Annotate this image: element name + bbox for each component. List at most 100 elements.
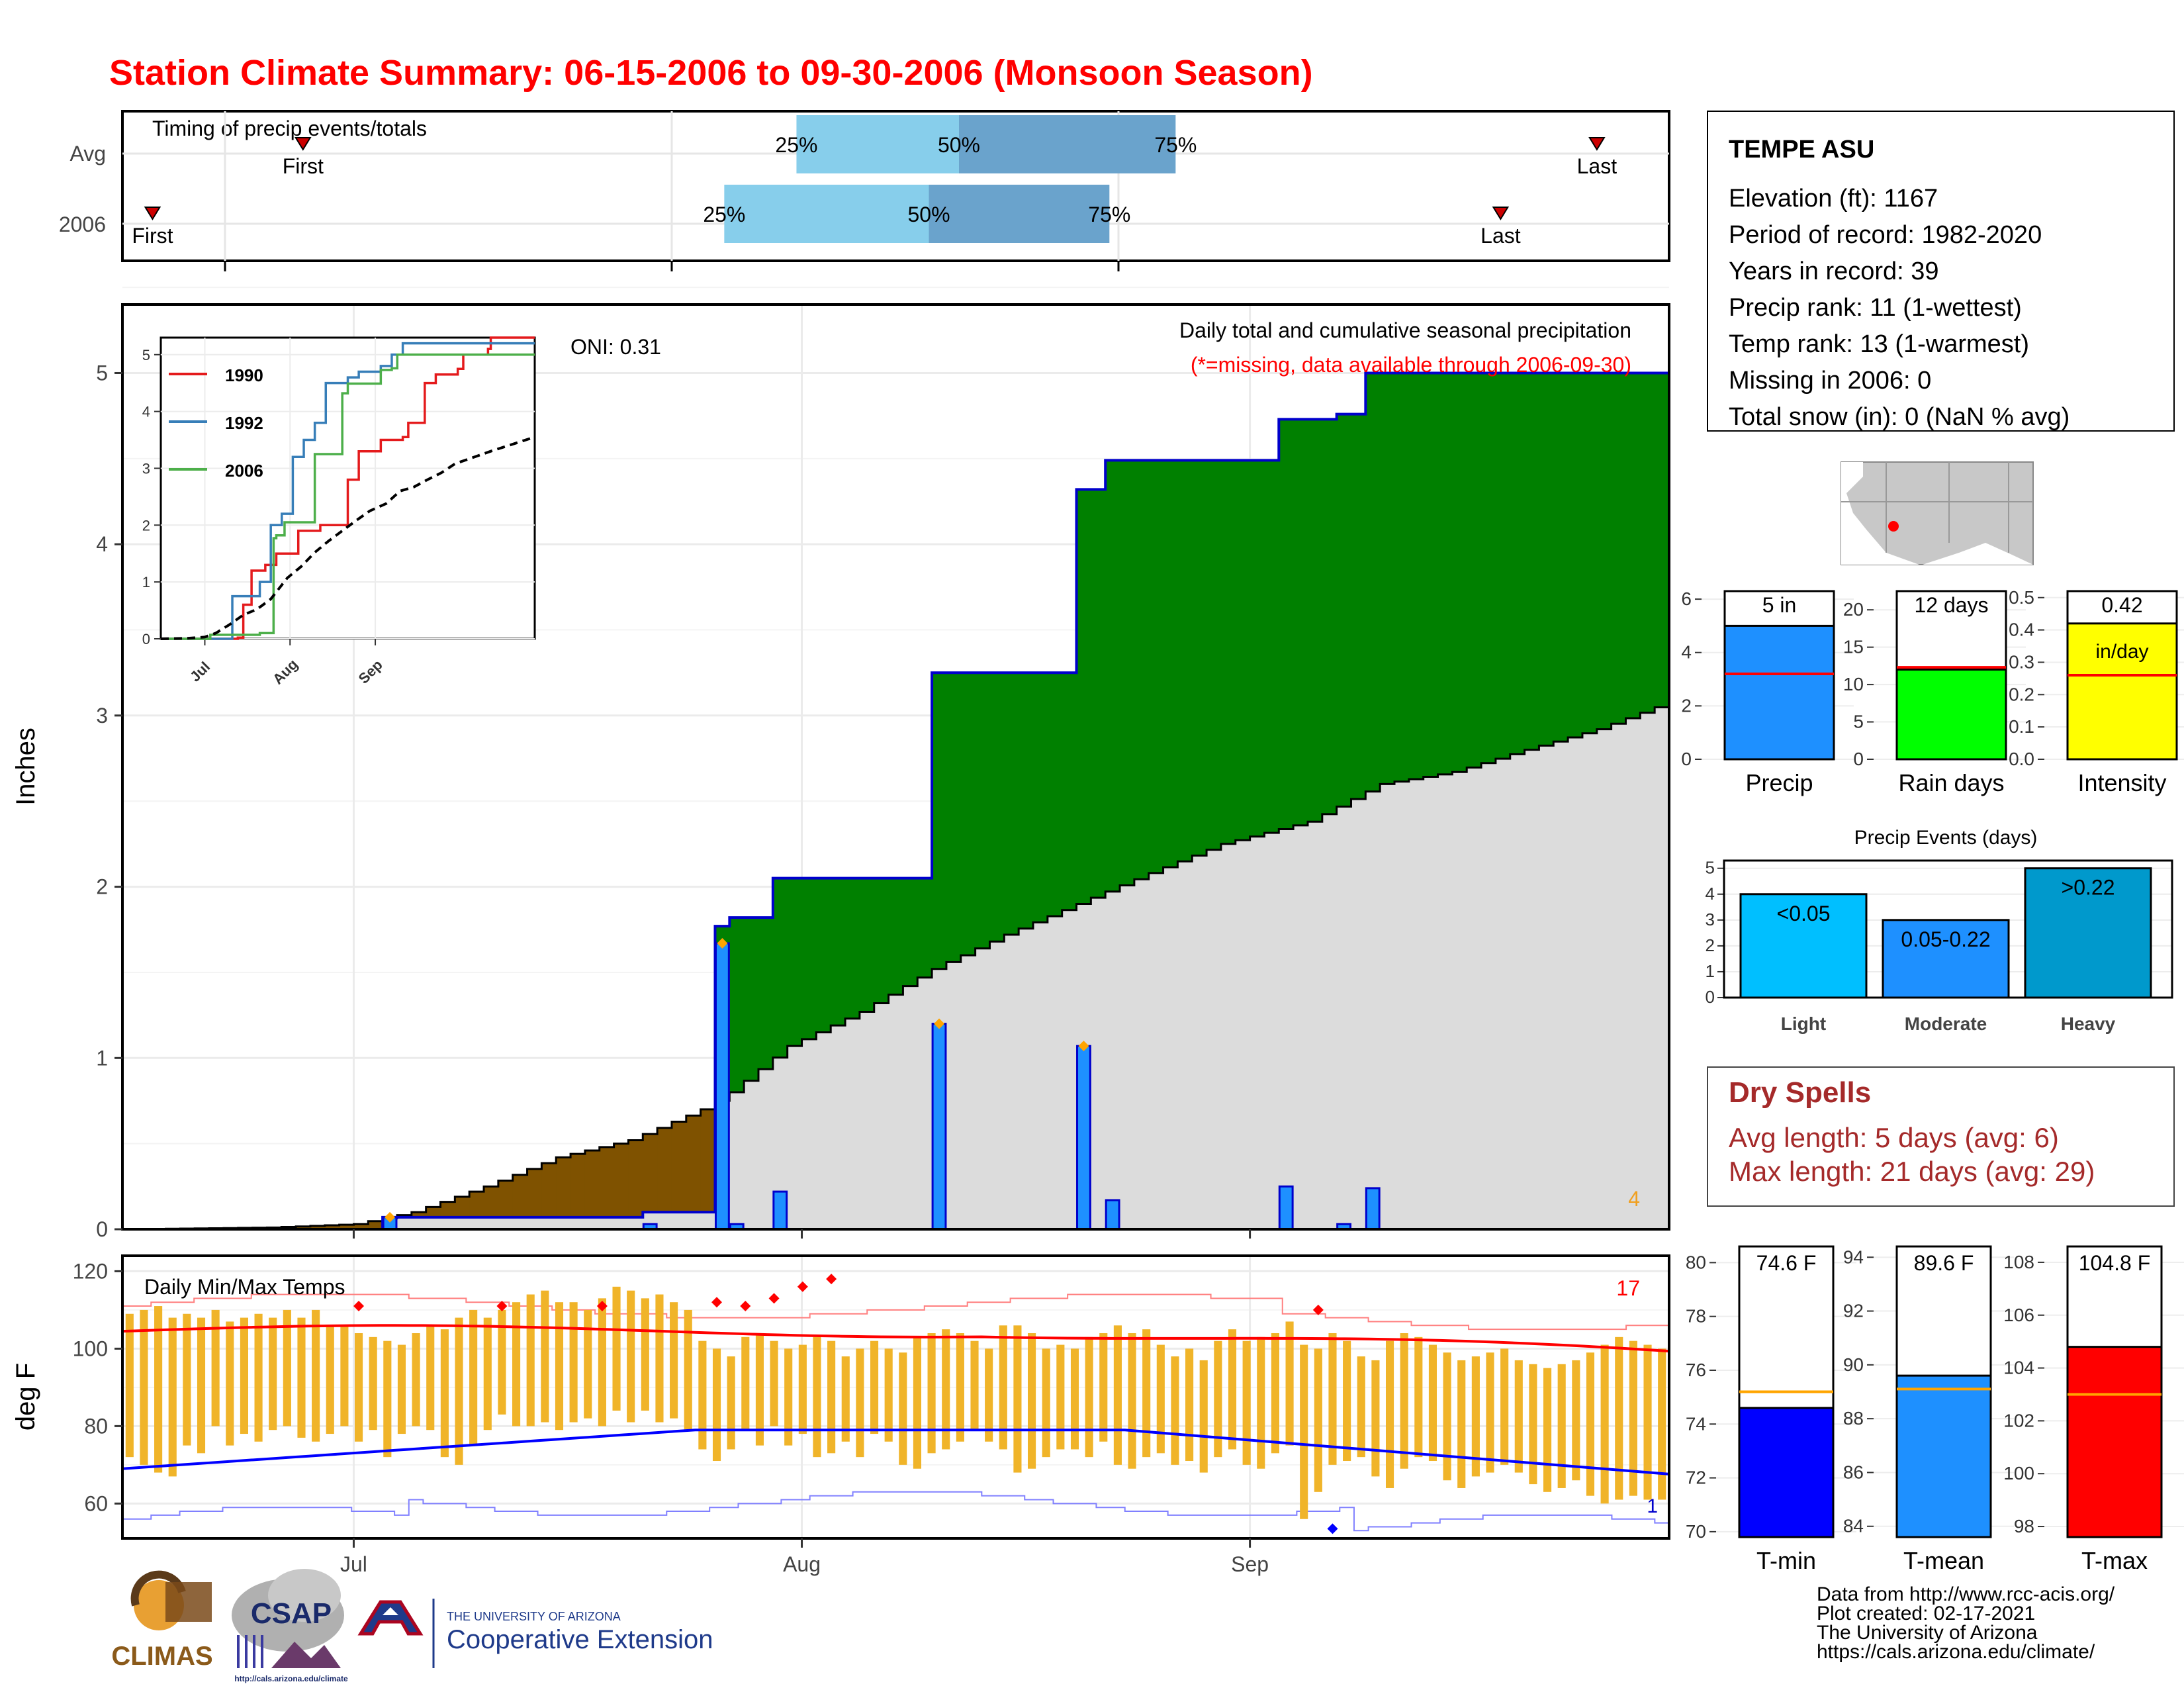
- timing-p75-label: 75%: [1154, 133, 1197, 157]
- above-avg-fill: [946, 673, 962, 962]
- inset-y-tick-label: 2: [142, 517, 150, 534]
- daily-temp-bar: [154, 1306, 163, 1473]
- inset-series-2006: [161, 353, 535, 640]
- mini-temp-tick-label: 88: [1843, 1408, 1864, 1429]
- above-avg-fill: [888, 878, 904, 995]
- daily-temp-bar: [369, 1336, 377, 1430]
- daily-temp-bar: [283, 1309, 291, 1427]
- daily-temp-bar: [340, 1325, 349, 1427]
- dry-spells-max: Max length: 21 days (avg: 29): [1729, 1156, 2095, 1187]
- mini-precip-value-label: 0.42: [2101, 593, 2142, 617]
- daily-temp-bar: [197, 1317, 206, 1454]
- timing-p50-label: 50%: [907, 203, 950, 226]
- dry-spells-title: Dry Spells: [1729, 1076, 1871, 1109]
- daily-temp-bar: [297, 1317, 306, 1438]
- events-bar-label: 0.05-0.22: [1901, 927, 1990, 951]
- daily-temp-bar: [684, 1309, 692, 1430]
- mini-precip-tick-label: 2: [1681, 695, 1692, 716]
- footer-line-1: Data from http://www.rcc-acis.org/: [1817, 1583, 2115, 1605]
- below-avg-fill: [570, 1154, 586, 1217]
- station-info-line: Missing in 2006: 0: [1729, 367, 1931, 395]
- above-avg-fill: [758, 917, 774, 1070]
- above-avg-fill: [1423, 373, 1439, 777]
- daily-temp-bar: [1242, 1340, 1251, 1465]
- daily-temp-bar: [1629, 1340, 1637, 1496]
- below-avg-fill: [498, 1180, 514, 1217]
- daily-temp-bar: [326, 1325, 334, 1434]
- temp-y-axis-label: deg F: [11, 1363, 40, 1430]
- daily-temp-bar: [784, 1348, 793, 1446]
- mini-temp-tick-label: 102: [2003, 1410, 2034, 1430]
- below-avg-fill: [353, 1224, 369, 1229]
- below-avg-fill: [657, 1127, 672, 1213]
- cumulative-avg-area: [122, 702, 1669, 1229]
- daily-temp-bar: [140, 1309, 148, 1465]
- daily-temp-bar: [1615, 1336, 1623, 1500]
- below-avg-fill: [671, 1121, 687, 1213]
- mini-temp-tick-label: 98: [2014, 1516, 2034, 1536]
- below-avg-fill: [426, 1207, 441, 1217]
- record-high-marker: [740, 1301, 751, 1312]
- above-avg-fill: [1032, 673, 1048, 923]
- mini-precip-value-label: 12 days: [1914, 593, 1988, 617]
- mini-precip-bar: [2066, 622, 2178, 761]
- mini-temp-tick-label: 92: [1843, 1301, 1864, 1321]
- above-avg-fill: [1596, 373, 1612, 729]
- daily-temp-bar: [512, 1302, 521, 1427]
- inset-legend-1990: 1990: [225, 365, 263, 385]
- above-avg-fill: [1148, 460, 1164, 873]
- temp-y-tick-label: 120: [73, 1259, 108, 1283]
- record-high-marker: [353, 1301, 365, 1312]
- mini-temp-bar: [1738, 1407, 1835, 1538]
- daily-temp-bar: [526, 1294, 535, 1427]
- mini-precip-tick-label: 0: [1681, 749, 1692, 769]
- station-info-line: Temp rank: 13 (1-warmest): [1729, 330, 2029, 358]
- dry-spells-avg: Avg length: 5 days (avg: 6): [1729, 1122, 2059, 1153]
- above-avg-fill: [1293, 419, 1308, 825]
- mini-temp-tick-label: 90: [1843, 1354, 1864, 1375]
- daily-temp-bar: [1042, 1348, 1050, 1458]
- precip-y-tick-label: 4: [96, 532, 108, 556]
- daily-temp-bar: [1385, 1340, 1394, 1488]
- daily-temp-bar: [1271, 1333, 1279, 1454]
- daily-precip-bar: [714, 942, 730, 1231]
- csap-url-text: http://cals.arizona.edu/climate: [234, 1674, 348, 1683]
- mini-precip-tick-label: 6: [1681, 588, 1692, 609]
- daily-temp-bar: [440, 1329, 449, 1458]
- station-info-line: Period of record: 1982-2020: [1729, 221, 2042, 249]
- below-avg-fill: [541, 1163, 557, 1217]
- above-avg-fill: [1220, 460, 1236, 844]
- avg-min-temp-line: [122, 1429, 1670, 1476]
- above-avg-fill: [1437, 373, 1453, 774]
- daily-temp-bar: [727, 1356, 735, 1450]
- daily-temp-bar: [1557, 1364, 1566, 1488]
- above-avg-fill: [1611, 373, 1627, 724]
- page-title: Station Climate Summary: 06-15-2006 to 0…: [109, 53, 1313, 93]
- mini-precip-tick-label: 10: [1843, 674, 1864, 694]
- daily-temp-bar: [455, 1317, 463, 1465]
- timing-last-label: Last: [1480, 224, 1521, 248]
- ua-logo-top: THE UNIVERSITY OF ARIZONA: [447, 1610, 621, 1623]
- timing-first-label: First: [283, 154, 324, 178]
- daily-precip-bar: [1365, 1187, 1381, 1231]
- temp-y-tick-label: 100: [73, 1336, 108, 1360]
- above-avg-fill: [917, 878, 933, 978]
- record-high-marker: [768, 1293, 780, 1304]
- timing-box-lower: [796, 115, 959, 173]
- below-avg-fill: [296, 1226, 311, 1229]
- daily-temp-bar: [211, 1309, 220, 1427]
- footer-line-4: https://cals.arizona.edu/climate/: [1817, 1641, 2095, 1663]
- daily-temp-bar: [985, 1348, 993, 1442]
- mini-precip-tick-label: 0.5: [2009, 587, 2034, 608]
- below-avg-fill: [628, 1140, 643, 1217]
- events-tick-label: 1: [1706, 961, 1715, 981]
- below-avg-fill: [556, 1157, 571, 1217]
- inset-legend-1992: 1992: [225, 413, 263, 433]
- above-avg-fill: [1640, 373, 1655, 713]
- dry-spells-box: Dry Spells Avg length: 5 days (avg: 6) M…: [1707, 1066, 2175, 1207]
- mini-temp-tick-label: 76: [1686, 1360, 1706, 1380]
- above-avg-fill: [1553, 373, 1569, 742]
- daily-temp-bar: [1171, 1356, 1179, 1465]
- timing-p25-label: 25%: [775, 133, 817, 157]
- inset-series-avg: [160, 436, 535, 640]
